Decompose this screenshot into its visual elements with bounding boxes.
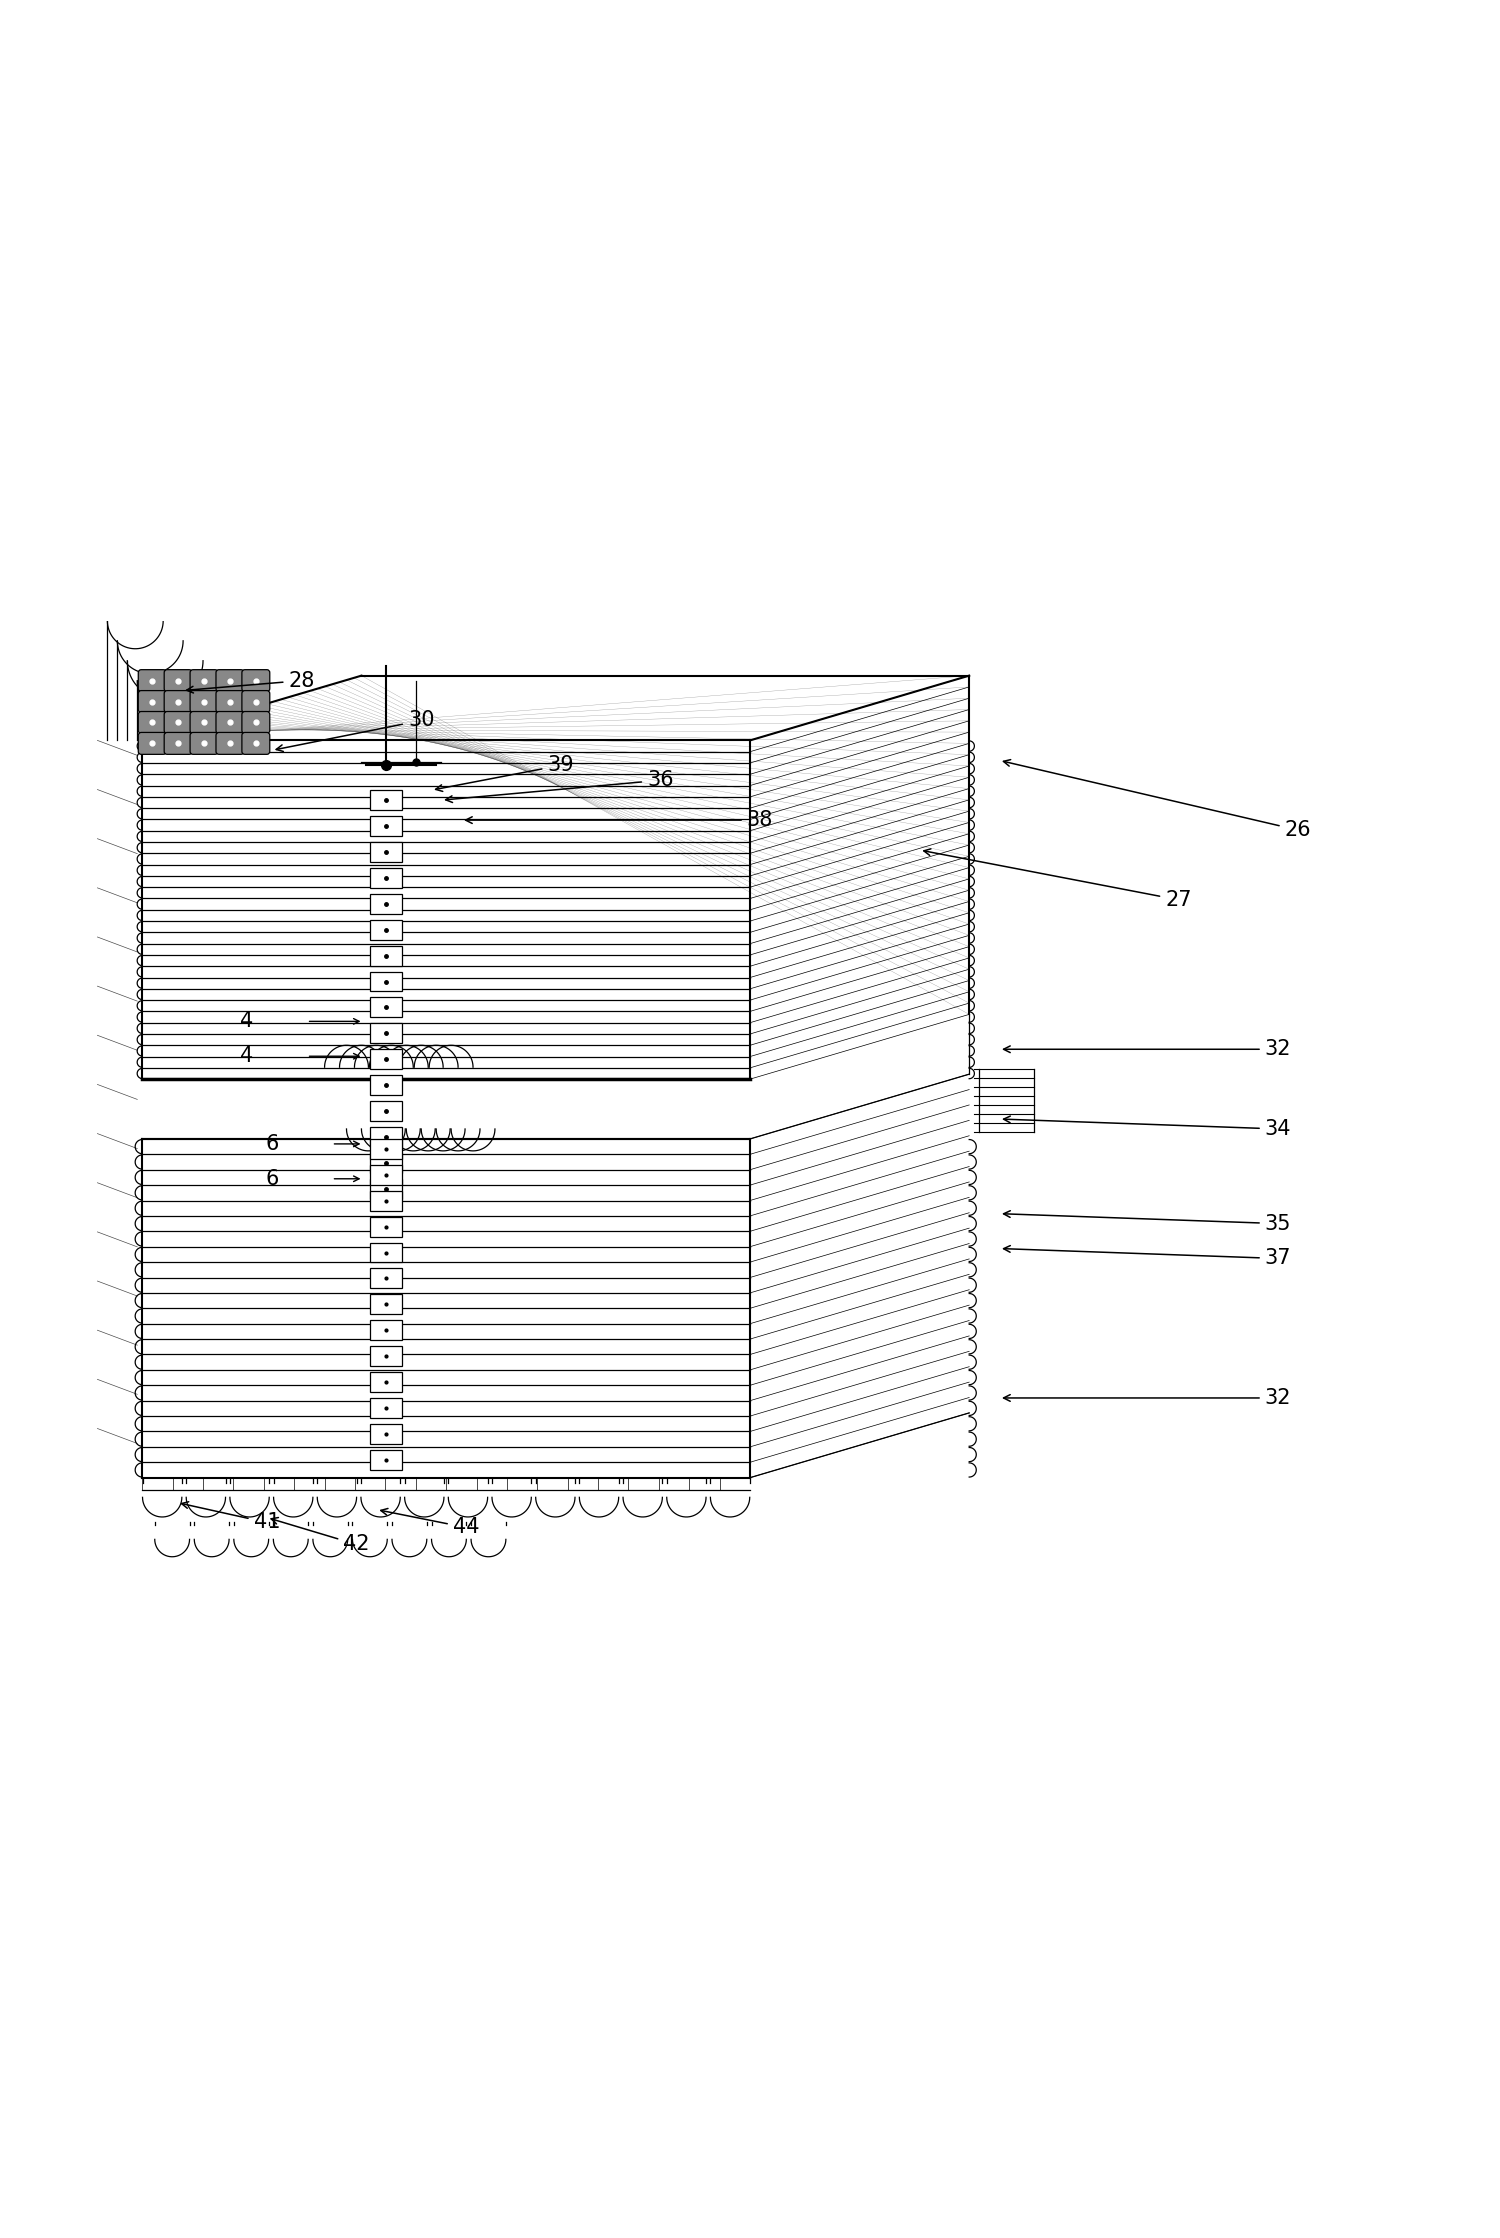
Bar	[370, 920, 402, 940]
FancyBboxPatch shape	[216, 712, 244, 734]
Bar	[370, 790, 402, 810]
Bar	[370, 1164, 402, 1184]
Text: 32: 32	[1004, 1038, 1292, 1059]
FancyBboxPatch shape	[138, 669, 166, 692]
FancyBboxPatch shape	[164, 732, 192, 754]
Bar	[370, 947, 402, 965]
Bar	[370, 998, 402, 1018]
Text: 37: 37	[1004, 1247, 1292, 1269]
Bar	[370, 1128, 402, 1146]
Text: 28: 28	[186, 671, 315, 694]
Bar	[370, 1050, 402, 1070]
Text: 32: 32	[1004, 1388, 1292, 1408]
Text: 39: 39	[435, 754, 574, 792]
Text: 44: 44	[381, 1508, 480, 1538]
Bar	[370, 1294, 402, 1314]
Bar	[370, 868, 402, 888]
FancyBboxPatch shape	[216, 732, 244, 754]
FancyBboxPatch shape	[164, 712, 192, 734]
Text: 42: 42	[272, 1517, 369, 1555]
FancyBboxPatch shape	[190, 669, 217, 692]
FancyBboxPatch shape	[138, 692, 166, 712]
FancyBboxPatch shape	[164, 669, 192, 692]
FancyBboxPatch shape	[216, 669, 244, 692]
FancyBboxPatch shape	[242, 692, 270, 712]
Bar	[370, 1242, 402, 1262]
Text: 38: 38	[465, 810, 772, 830]
FancyBboxPatch shape	[242, 712, 270, 734]
Bar	[370, 1139, 402, 1159]
Text: 6: 6	[266, 1135, 279, 1155]
Bar	[370, 1023, 402, 1043]
Bar	[370, 1423, 402, 1444]
Text: 6: 6	[266, 1168, 279, 1188]
Text: 4: 4	[240, 1012, 254, 1032]
Bar	[370, 971, 402, 991]
Bar	[370, 1320, 402, 1341]
Text: 30: 30	[276, 709, 435, 752]
Text: 35: 35	[1004, 1211, 1292, 1233]
Bar	[370, 1179, 402, 1200]
Bar	[370, 1074, 402, 1094]
Bar	[370, 1191, 402, 1211]
Bar	[370, 1217, 402, 1238]
Text: 27: 27	[924, 848, 1191, 911]
Bar	[370, 841, 402, 862]
FancyBboxPatch shape	[138, 712, 166, 734]
Bar	[370, 1269, 402, 1289]
Text: 26: 26	[1004, 759, 1311, 839]
FancyBboxPatch shape	[138, 732, 166, 754]
Text: 4: 4	[240, 1045, 254, 1065]
Bar	[370, 1101, 402, 1121]
Bar	[370, 1399, 402, 1419]
Bar	[370, 893, 402, 913]
FancyBboxPatch shape	[190, 712, 217, 734]
FancyBboxPatch shape	[216, 692, 244, 712]
Text: 41: 41	[182, 1502, 280, 1533]
Bar	[370, 1372, 402, 1392]
FancyBboxPatch shape	[242, 669, 270, 692]
Bar	[370, 1153, 402, 1173]
Bar	[370, 1345, 402, 1365]
Bar	[370, 1450, 402, 1470]
Text: 34: 34	[1004, 1117, 1292, 1139]
FancyBboxPatch shape	[190, 732, 217, 754]
Text: 36: 36	[446, 770, 674, 803]
FancyBboxPatch shape	[242, 732, 270, 754]
FancyBboxPatch shape	[190, 692, 217, 712]
FancyBboxPatch shape	[164, 692, 192, 712]
Bar	[370, 817, 402, 837]
